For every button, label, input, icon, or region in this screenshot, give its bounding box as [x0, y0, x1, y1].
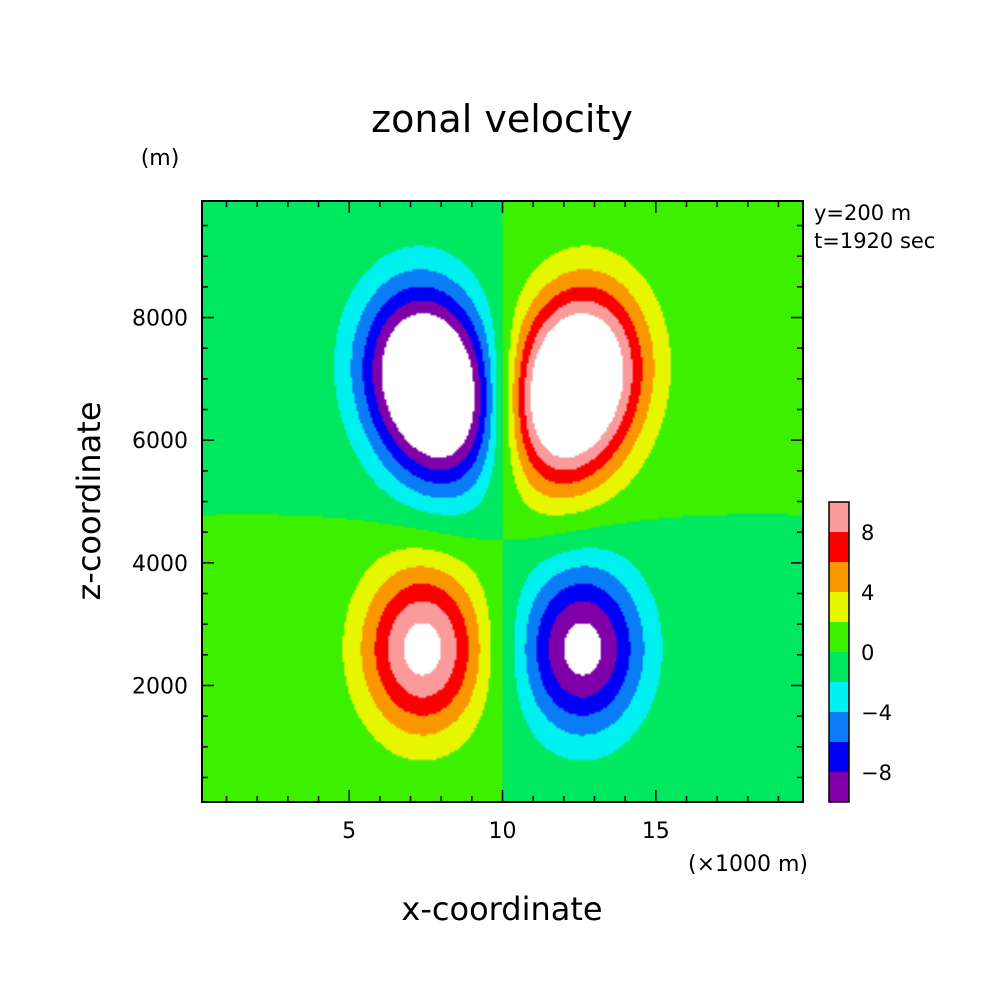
chart-title: zonal velocity	[371, 97, 633, 141]
colorbar-swatch	[829, 652, 849, 682]
x-tick-label: 15	[642, 819, 670, 844]
y-tick-label: 6000	[132, 429, 188, 454]
colorbar-label: 4	[861, 581, 874, 605]
x-axis-label: x-coordinate	[401, 890, 602, 928]
colorbar-swatch	[829, 682, 849, 712]
x-tick-label: 5	[342, 819, 356, 844]
colorbar-frame	[828, 501, 850, 803]
colorbar-swatch	[829, 622, 849, 652]
annotation-y: y=200 m	[814, 201, 911, 225]
colorbar-label: 8	[861, 521, 874, 545]
velocity-field	[202, 201, 803, 802]
colorbar: −8 −4 0 4 8	[828, 501, 892, 803]
colorbar-swatch	[829, 562, 849, 592]
colorbar-swatch	[829, 772, 849, 802]
colorbar-label: −4	[861, 701, 892, 725]
colorbar-swatch	[829, 532, 849, 562]
colorbar-swatch	[829, 742, 849, 772]
x-tick-label: 10	[489, 819, 517, 844]
colorbar-swatch	[829, 712, 849, 742]
colorbar-label: −8	[861, 761, 892, 785]
x-axis: 5 10 15	[225, 201, 780, 844]
y-unit-label: (m)	[141, 146, 180, 171]
y-axis-label: z-coordinate	[70, 401, 108, 600]
y-tick-label: 8000	[132, 307, 188, 332]
y-tick-label: 4000	[132, 552, 188, 577]
y-axis: 2000 4000 6000 8000	[132, 224, 803, 779]
annotation-t: t=1920 sec	[814, 229, 935, 253]
y-tick-label: 2000	[132, 674, 188, 699]
colorbar-swatch	[829, 502, 849, 532]
plot-area	[201, 200, 804, 803]
x-unit-label: (×1000 m)	[688, 852, 808, 877]
colorbar-swatch	[829, 592, 849, 622]
colorbar-label: 0	[861, 641, 874, 665]
